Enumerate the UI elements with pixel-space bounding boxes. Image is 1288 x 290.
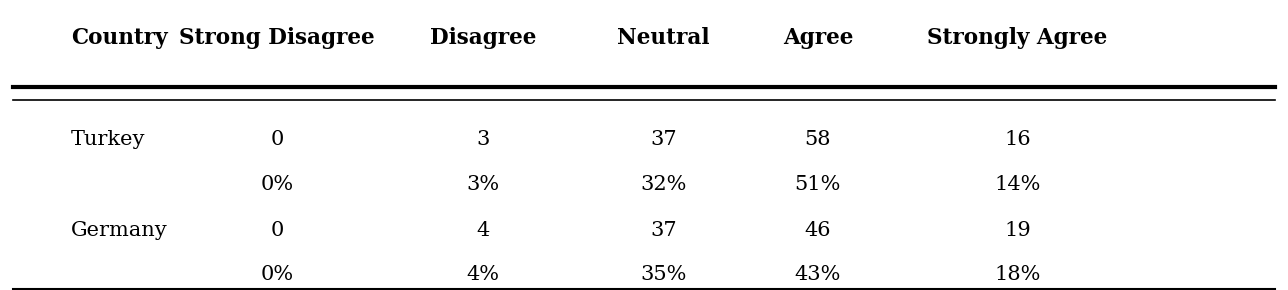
Text: 43%: 43%	[795, 264, 841, 284]
Text: 4: 4	[477, 221, 489, 240]
Text: 35%: 35%	[640, 264, 687, 284]
Text: 58: 58	[805, 130, 831, 149]
Text: 0%: 0%	[260, 264, 294, 284]
Text: Strong Disagree: Strong Disagree	[179, 27, 375, 49]
Text: Country: Country	[71, 27, 167, 49]
Text: 19: 19	[1005, 221, 1030, 240]
Text: Agree: Agree	[783, 27, 853, 49]
Text: 37: 37	[650, 130, 676, 149]
Text: 32%: 32%	[640, 175, 687, 194]
Text: 0%: 0%	[260, 175, 294, 194]
Text: 46: 46	[805, 221, 831, 240]
Text: Disagree: Disagree	[430, 27, 536, 49]
Text: 3: 3	[477, 130, 489, 149]
Text: Strongly Agree: Strongly Agree	[927, 27, 1108, 49]
Text: 16: 16	[1005, 130, 1030, 149]
Text: 18%: 18%	[994, 264, 1041, 284]
Text: 37: 37	[650, 221, 676, 240]
Text: 0: 0	[270, 130, 283, 149]
Text: 4%: 4%	[466, 264, 500, 284]
Text: Germany: Germany	[71, 221, 167, 240]
Text: 3%: 3%	[466, 175, 500, 194]
Text: Neutral: Neutral	[617, 27, 710, 49]
Text: 51%: 51%	[795, 175, 841, 194]
Text: 14%: 14%	[994, 175, 1041, 194]
Text: 0: 0	[270, 221, 283, 240]
Text: Turkey: Turkey	[71, 130, 146, 149]
